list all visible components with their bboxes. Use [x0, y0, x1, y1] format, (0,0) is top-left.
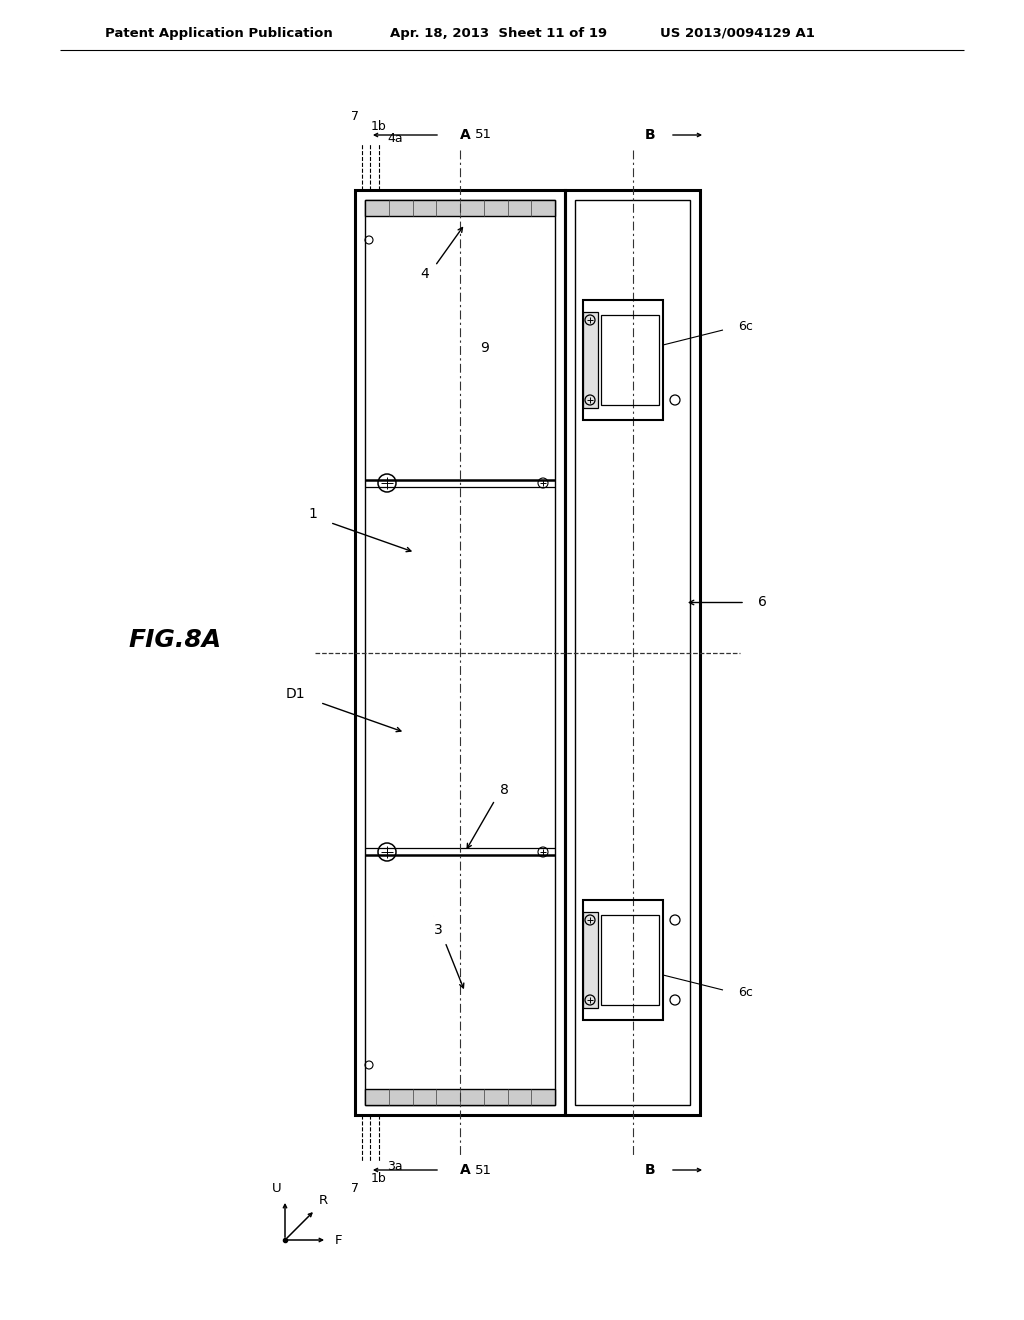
Text: 6c: 6c — [738, 321, 753, 334]
Bar — [565, 190, 700, 1115]
Text: 7: 7 — [351, 1181, 359, 1195]
Text: 1b: 1b — [371, 120, 387, 133]
Bar — [583, 312, 598, 408]
Text: R: R — [318, 1193, 328, 1206]
Text: 1: 1 — [308, 507, 317, 521]
Text: 51: 51 — [475, 128, 492, 141]
Text: FIG.8A: FIG.8A — [128, 628, 221, 652]
Text: D1: D1 — [286, 688, 305, 701]
Bar — [601, 915, 659, 1005]
Bar — [365, 1089, 555, 1105]
Bar — [583, 900, 663, 1020]
Text: 3: 3 — [433, 923, 442, 937]
Text: A: A — [460, 128, 471, 143]
Bar — [601, 315, 659, 405]
Text: 4: 4 — [421, 267, 429, 281]
Bar — [355, 190, 565, 1115]
Text: 6c: 6c — [738, 986, 753, 999]
Text: 4a: 4a — [387, 132, 402, 144]
Text: 6: 6 — [758, 595, 767, 610]
Text: A: A — [460, 1163, 471, 1177]
Bar — [575, 201, 690, 1105]
Bar — [365, 201, 555, 1105]
Text: B: B — [644, 1163, 655, 1177]
Text: B: B — [644, 128, 655, 143]
Text: 51: 51 — [475, 1163, 492, 1176]
Text: 3a: 3a — [387, 1160, 402, 1173]
Text: Apr. 18, 2013  Sheet 11 of 19: Apr. 18, 2013 Sheet 11 of 19 — [390, 26, 607, 40]
Text: 8: 8 — [500, 783, 509, 797]
Text: 7: 7 — [351, 111, 359, 124]
Text: U: U — [272, 1181, 282, 1195]
Bar — [583, 300, 663, 420]
Text: 1b: 1b — [371, 1172, 387, 1184]
Bar — [365, 201, 555, 216]
Bar — [583, 912, 598, 1008]
Text: 9: 9 — [480, 341, 489, 355]
Text: US 2013/0094129 A1: US 2013/0094129 A1 — [660, 26, 815, 40]
Text: Patent Application Publication: Patent Application Publication — [105, 26, 333, 40]
Text: F: F — [335, 1233, 343, 1246]
